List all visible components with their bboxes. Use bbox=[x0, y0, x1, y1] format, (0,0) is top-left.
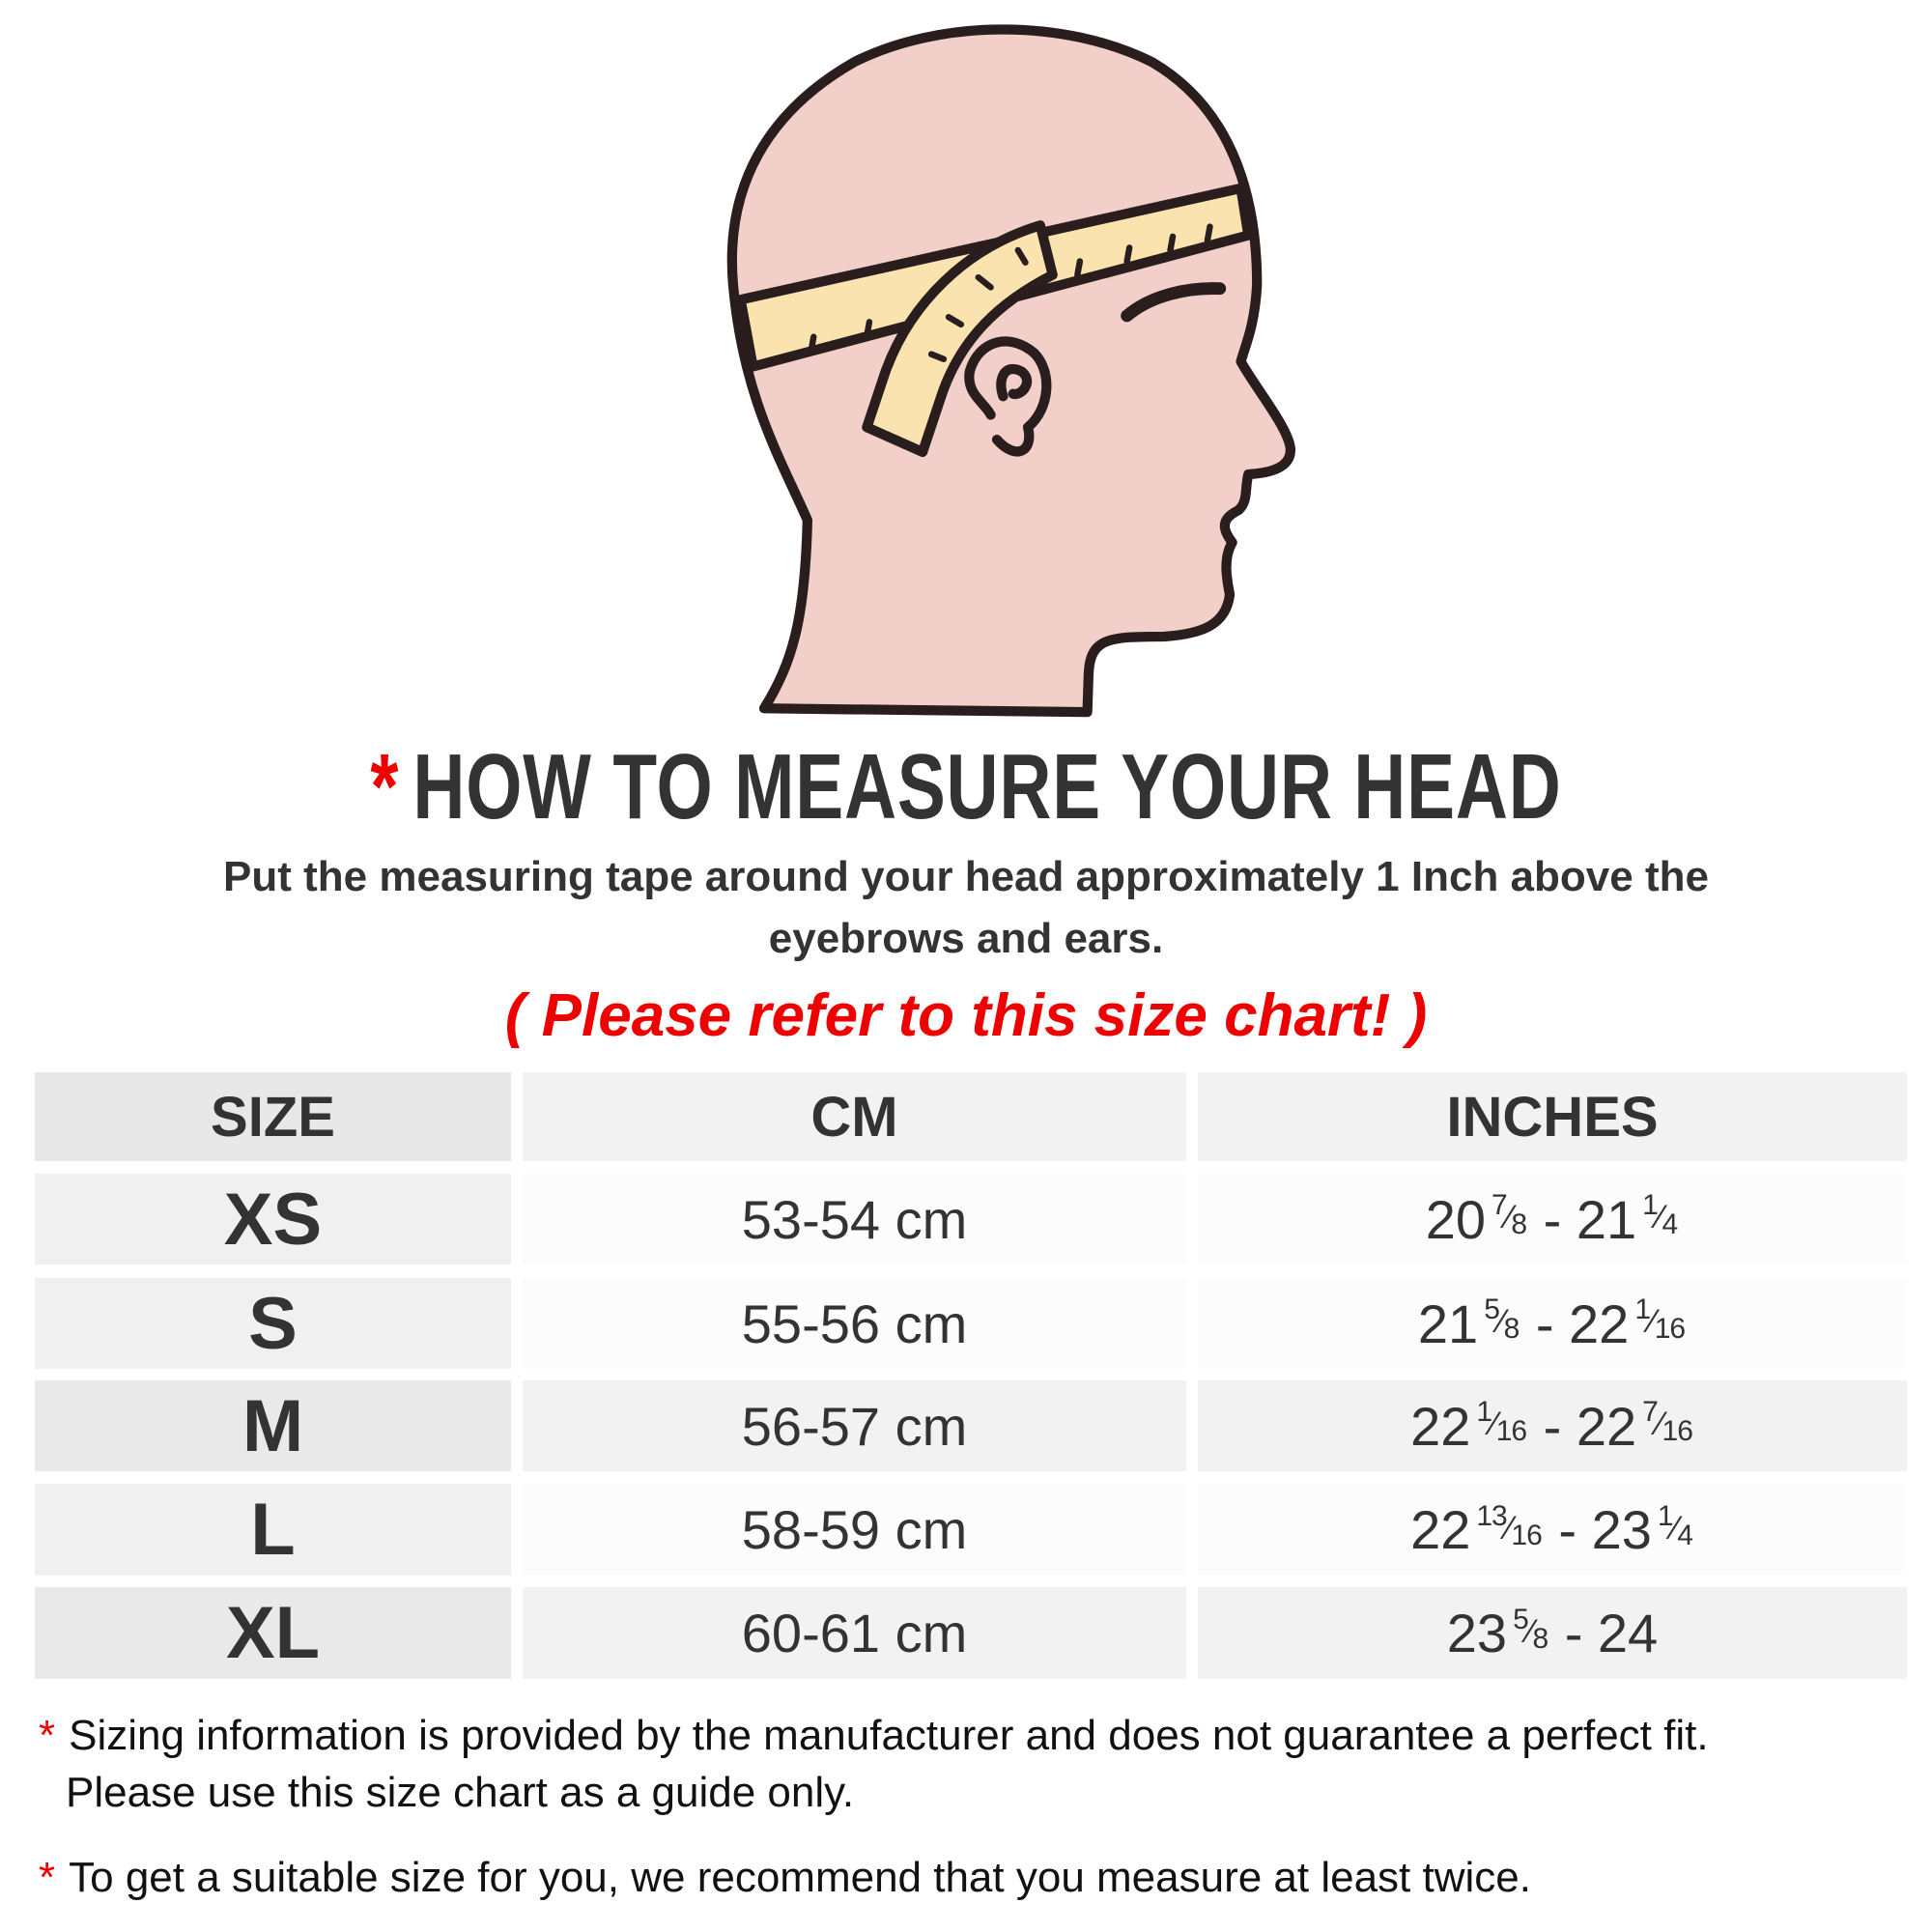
size-cell: XL bbox=[35, 1587, 511, 1679]
instruction-text: Put the measuring tape around your head … bbox=[223, 853, 1709, 962]
asterisk-icon: * bbox=[370, 735, 400, 838]
refer-size-chart-note: ( Please refer to this size chart! ) bbox=[504, 982, 1428, 1049]
page-title: * HOW TO MEASURE YOUR HEAD bbox=[213, 734, 1719, 840]
inches-whole: 24 bbox=[1597, 1603, 1659, 1663]
inches-fraction: 7⁄8 bbox=[1492, 1189, 1527, 1240]
range-dash: - bbox=[1549, 1603, 1598, 1663]
note-line: Sizing information is provided by the ma… bbox=[69, 1712, 1709, 1759]
size-cell: S bbox=[35, 1278, 511, 1369]
inches-cell: 22 13⁄16 - 23 1⁄4 bbox=[1198, 1484, 1907, 1576]
size-cell: L bbox=[35, 1484, 511, 1576]
inches-whole: 23 bbox=[1591, 1499, 1652, 1560]
range-dash: - bbox=[1528, 1395, 1577, 1457]
size-cell: M bbox=[35, 1380, 511, 1471]
inches-whole: 23 bbox=[1446, 1603, 1508, 1663]
inches-cell: 23 5⁄8 - 24 bbox=[1198, 1587, 1907, 1679]
range-dash: - bbox=[1528, 1188, 1577, 1250]
ear bbox=[964, 336, 1052, 457]
inches-cell: 20 7⁄8 - 21 1⁄4 bbox=[1198, 1174, 1907, 1264]
inches-fraction: 1⁄4 bbox=[1657, 1499, 1693, 1551]
inches-whole: 22 bbox=[1569, 1293, 1630, 1354]
inches-fraction: 5⁄8 bbox=[1513, 1603, 1548, 1655]
inches-cell: 21 5⁄8 - 22 1⁄16 bbox=[1198, 1278, 1907, 1369]
inches-fraction: 13⁄16 bbox=[1476, 1499, 1542, 1551]
cm-cell: 60-61 cm bbox=[523, 1587, 1186, 1679]
asterisk-icon: * bbox=[39, 1854, 56, 1901]
range-dash: - bbox=[1543, 1499, 1592, 1560]
header-inches: INCHES bbox=[1198, 1072, 1907, 1161]
cm-cell: 58-59 cm bbox=[523, 1484, 1186, 1576]
inches-whole: 20 bbox=[1425, 1188, 1487, 1250]
inches-whole: 22 bbox=[1576, 1395, 1637, 1457]
cm-cell: 56-57 cm bbox=[523, 1380, 1186, 1471]
inches-fraction: 1⁄16 bbox=[1634, 1293, 1686, 1345]
note-line: To get a suitable size for you, we recom… bbox=[69, 1854, 1531, 1901]
inches-whole: 22 bbox=[1410, 1499, 1471, 1560]
inches-cell: 22 1⁄16 - 22 7⁄16 bbox=[1198, 1380, 1907, 1471]
inches-fraction: 5⁄8 bbox=[1484, 1293, 1520, 1345]
header-cm: CM bbox=[523, 1072, 1186, 1161]
inches-fraction: 7⁄16 bbox=[1642, 1396, 1693, 1447]
eyebrow bbox=[1121, 282, 1227, 323]
size-cell: XS bbox=[35, 1174, 511, 1264]
cm-cell: 55-56 cm bbox=[523, 1278, 1186, 1369]
header-size: SIZE bbox=[35, 1072, 511, 1161]
inches-whole: 22 bbox=[1410, 1395, 1471, 1457]
cm-cell: 53-54 cm bbox=[523, 1174, 1186, 1264]
tape-tick-marks bbox=[808, 223, 1213, 362]
inches-fraction: 1⁄4 bbox=[1642, 1189, 1678, 1240]
range-dash: - bbox=[1520, 1293, 1570, 1354]
measuring-tape-drop bbox=[862, 220, 1058, 458]
inches-whole: 21 bbox=[1417, 1293, 1479, 1354]
head-measuring-illustration bbox=[726, 24, 1295, 718]
inches-whole: 21 bbox=[1576, 1188, 1637, 1250]
sizing-disclaimer-note-line2: Please use this size chart as a guide on… bbox=[66, 1769, 855, 1816]
title-text: HOW TO MEASURE YOUR HEAD bbox=[412, 735, 1562, 838]
asterisk-icon: * bbox=[39, 1712, 56, 1759]
sizing-disclaimer-note: * Sizing information is provided by the m… bbox=[39, 1712, 1709, 1760]
inches-fraction: 1⁄16 bbox=[1476, 1396, 1527, 1447]
measure-twice-note: * To get a suitable size for you, we reco… bbox=[39, 1854, 1531, 1902]
